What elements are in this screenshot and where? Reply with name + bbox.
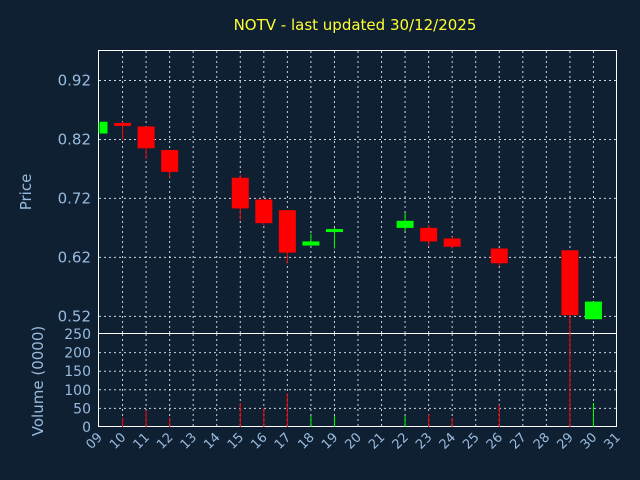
volume-grid xyxy=(99,334,617,427)
x-tick-label: 15 xyxy=(225,430,247,452)
x-tick-label: 18 xyxy=(295,430,317,452)
x-tick-label: 21 xyxy=(366,430,388,452)
candle-body xyxy=(114,122,132,126)
candle-body xyxy=(231,177,249,209)
x-tick-label: 26 xyxy=(484,430,506,452)
x-tick-label: 23 xyxy=(413,430,435,452)
x-tick-label: 28 xyxy=(531,430,553,452)
candle-body xyxy=(443,238,461,247)
candles xyxy=(98,121,602,339)
volume-tick-labels: 250 200 150 100 50 0 xyxy=(64,327,91,436)
x-tick-label: 24 xyxy=(437,430,459,452)
x-tick-label: 20 xyxy=(343,430,365,452)
price-tick-label: 0.82 xyxy=(58,130,91,148)
chart-title: NOTV - last updated 30/12/2025 xyxy=(234,16,477,34)
x-axis-label: Day xyxy=(334,460,362,476)
x-tick-label: 10 xyxy=(107,430,129,452)
price-tick-label: 0.92 xyxy=(58,71,91,89)
candle-body xyxy=(137,126,155,149)
x-tick-label: 31 xyxy=(602,430,624,452)
candle-body xyxy=(420,227,438,242)
candle-body xyxy=(561,250,579,316)
volume-tick-label: 0 xyxy=(82,420,91,436)
price-tick-label: 0.62 xyxy=(58,248,91,266)
candle-body xyxy=(278,210,296,253)
x-tick-label: 17 xyxy=(272,430,294,452)
volume-tick-label: 150 xyxy=(64,364,91,380)
price-axis-label: Price xyxy=(17,174,35,211)
volume-tick-label: 100 xyxy=(64,383,91,399)
volume-tick-label: 50 xyxy=(73,401,91,417)
candle-body xyxy=(490,248,508,264)
x-tick-label: 11 xyxy=(131,430,153,452)
candle-body xyxy=(302,241,320,246)
volume-bars xyxy=(122,337,594,427)
x-tick-label: 19 xyxy=(319,430,341,452)
x-tick-label: 13 xyxy=(178,430,200,452)
volume-axis-label: Volume (0000) xyxy=(29,326,47,436)
candle-body xyxy=(255,199,273,224)
candle-body xyxy=(161,150,179,172)
price-grid xyxy=(99,51,617,334)
candle-body xyxy=(100,121,108,134)
x-tick-label: 16 xyxy=(248,430,270,452)
x-tick-label: 29 xyxy=(554,430,576,452)
candle-body xyxy=(584,301,602,320)
price-tick-label: 0.52 xyxy=(58,307,91,325)
price-tick-label: 0.72 xyxy=(58,189,91,207)
price-tick-labels: 0.92 0.82 0.72 0.62 0.52 xyxy=(58,71,91,325)
volume-tick-label: 200 xyxy=(64,346,91,362)
x-tick-label: 27 xyxy=(507,430,529,452)
x-tick-label: 30 xyxy=(578,430,600,452)
x-tick-label: 25 xyxy=(460,430,482,452)
candle-body xyxy=(396,220,414,228)
volume-panel-frame xyxy=(98,333,617,427)
x-tick-label: 14 xyxy=(201,430,223,452)
candle-body xyxy=(325,229,343,233)
x-tick-label: 22 xyxy=(390,430,412,452)
x-tick-label: 12 xyxy=(154,430,176,452)
x-tick-labels: 09 10 11 12 13 14 15 16 17 18 19 20 21 22 23 24 25 26 27 28… xyxy=(84,430,624,452)
volume-tick-label: 250 xyxy=(64,327,91,343)
